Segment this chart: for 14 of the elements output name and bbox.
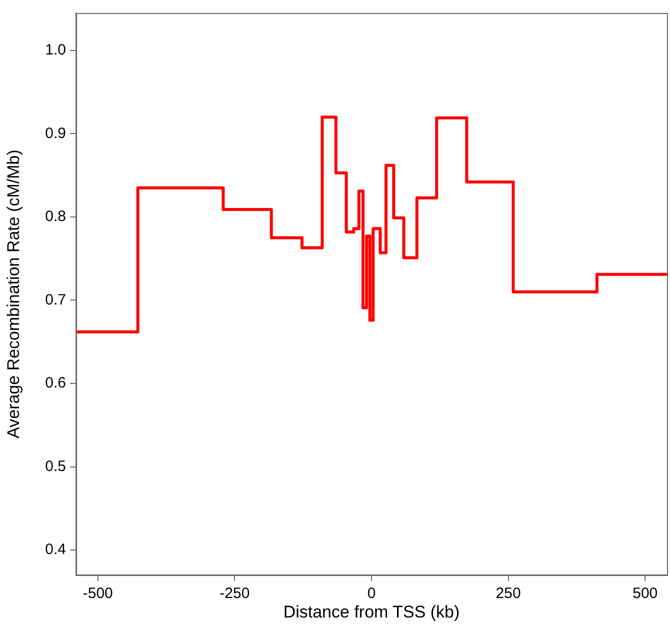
y-tick-label: 0.8 bbox=[45, 208, 66, 226]
x-tick-label: -500 bbox=[82, 585, 113, 602]
y-tick-label: 0.7 bbox=[45, 291, 66, 308]
y-tick-label: 0.9 bbox=[45, 124, 66, 142]
y-tick-label: 0.6 bbox=[45, 374, 66, 392]
y-tick-label: 0.4 bbox=[45, 541, 66, 558]
x-tick-label: -250 bbox=[220, 585, 250, 602]
x-tick-label: 250 bbox=[496, 585, 521, 602]
x-tick-label: 0 bbox=[367, 585, 376, 602]
x-tick-label: 500 bbox=[632, 585, 658, 602]
y-tick-label: 1.0 bbox=[45, 42, 66, 59]
y-tick-label: 0.5 bbox=[45, 458, 66, 475]
x-axis-title: Distance from TSS (kb) bbox=[283, 602, 460, 622]
y-axis-title: Average Recombination Rate (cM/Mb) bbox=[4, 150, 23, 438]
